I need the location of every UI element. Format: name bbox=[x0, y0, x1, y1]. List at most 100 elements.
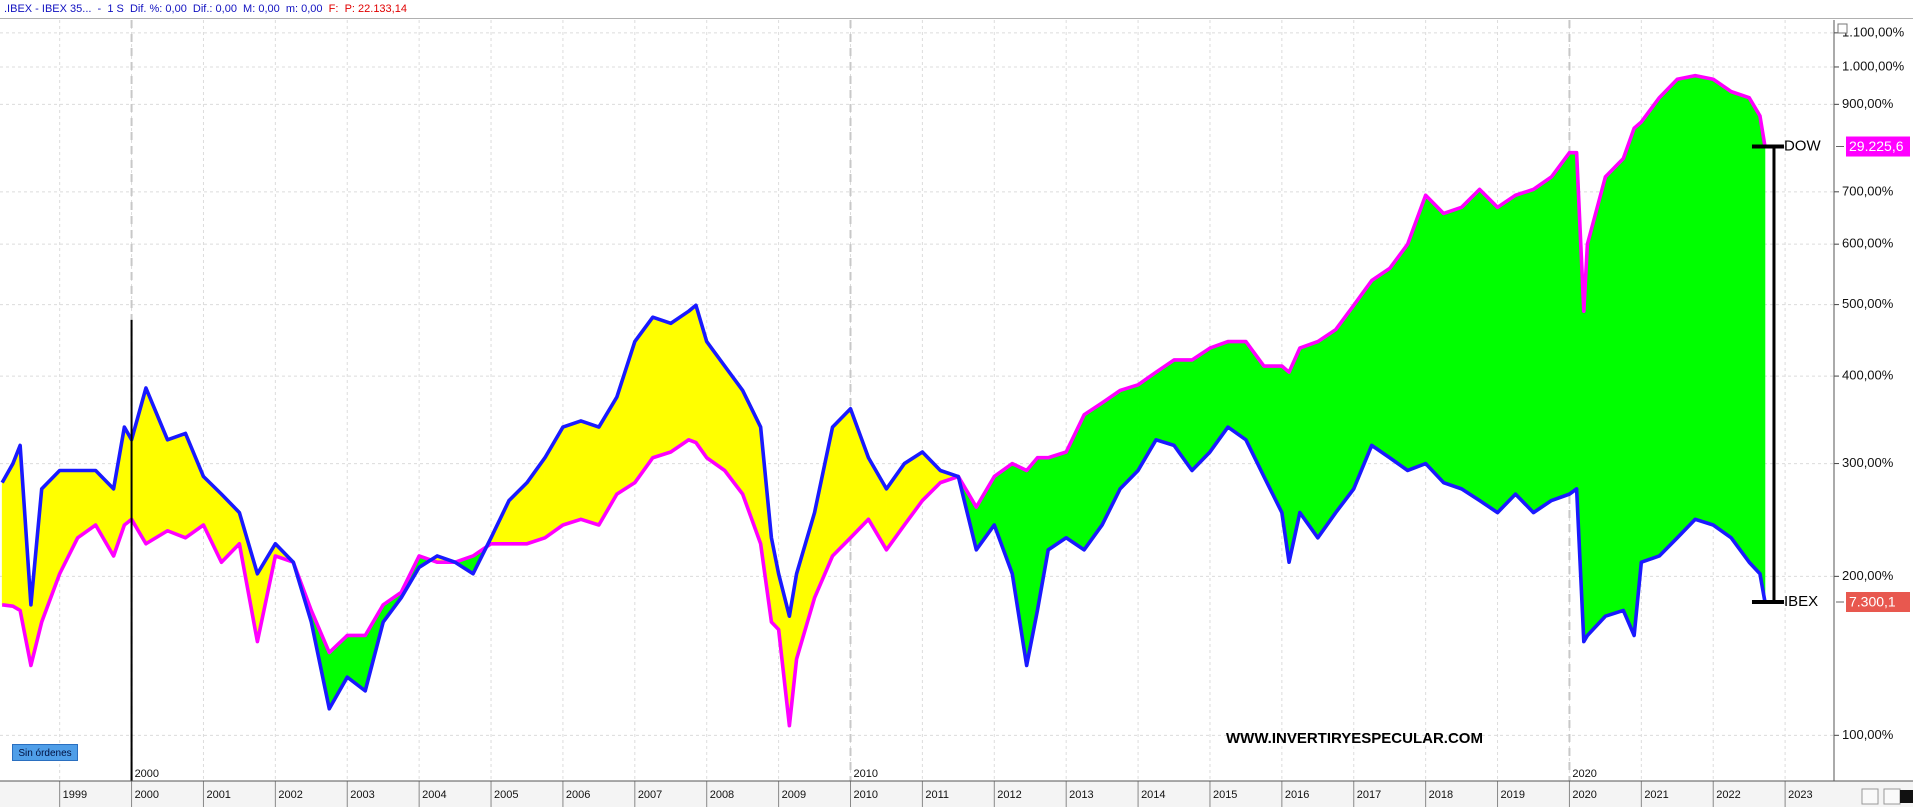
series-name: IBEX bbox=[1784, 593, 1818, 610]
spread-fill bbox=[1605, 157, 1624, 617]
right-axis-area bbox=[1834, 20, 1913, 781]
spread-fill bbox=[1, 462, 14, 607]
x-tick-label: 2016 bbox=[1285, 789, 1309, 801]
spread-fill bbox=[652, 316, 672, 459]
price: P: 22.133,14 bbox=[344, 3, 407, 15]
spread-fill bbox=[1155, 359, 1175, 446]
x-tick-label: 2004 bbox=[422, 789, 446, 801]
x-tick-label: 2021 bbox=[1644, 789, 1668, 801]
price-tag bbox=[1846, 136, 1910, 157]
x-tick-label: 2012 bbox=[997, 789, 1021, 801]
x-tick-label: 2009 bbox=[782, 789, 806, 801]
spread-fill bbox=[832, 408, 851, 557]
spread-fill bbox=[1461, 188, 1480, 502]
spread-fill bbox=[1676, 75, 1696, 539]
x-tick-label: 2008 bbox=[710, 789, 734, 801]
x-tick-label: 2010 bbox=[853, 789, 877, 801]
spread-fill bbox=[1694, 75, 1714, 526]
y-tick-label: 700,00% bbox=[1842, 183, 1894, 198]
spread-fill bbox=[1425, 194, 1444, 484]
x-tick-label: 2003 bbox=[350, 789, 374, 801]
series-line bbox=[0, 303, 1767, 711]
spread-fill bbox=[1633, 121, 1642, 636]
spread-fill bbox=[1587, 176, 1606, 637]
x-tick-label: 2005 bbox=[494, 789, 518, 801]
x-tick-label: 2017 bbox=[1357, 789, 1381, 801]
spread-fill bbox=[634, 316, 654, 484]
x-tick-label: 2015 bbox=[1213, 789, 1237, 801]
spread-fill bbox=[1299, 341, 1319, 539]
spread-fill bbox=[1641, 96, 1660, 563]
x-tick-label: 2001 bbox=[206, 789, 230, 801]
x-tick-label: 2007 bbox=[638, 789, 662, 801]
price-tag-label: 7.300,1 bbox=[1849, 594, 1896, 610]
spread-fill bbox=[1569, 152, 1577, 495]
scale-icon bbox=[1837, 23, 1848, 34]
header-bar: .IBEX - IBEX 35... - 1 S Dif. %: 0,00 Di… bbox=[0, 0, 1913, 19]
f-label: F: bbox=[328, 3, 339, 15]
spread-fill bbox=[167, 432, 186, 539]
toolbar-icon bbox=[1883, 788, 1901, 805]
y-tick-label: 600,00% bbox=[1842, 236, 1894, 251]
x-tick-label: 2000 bbox=[135, 789, 159, 801]
toolbar-icon bbox=[1861, 788, 1879, 805]
stats: Dif. %: 0,00 Dif.: 0,00 M: 0,00 m: 0,00 bbox=[129, 3, 323, 15]
y-tick-label: 300,00% bbox=[1842, 455, 1894, 470]
spread-fill bbox=[1047, 451, 1067, 551]
y-tick-label: 500,00% bbox=[1842, 296, 1894, 311]
series-name: DOW bbox=[1784, 137, 1822, 154]
spread-fill bbox=[1227, 341, 1247, 441]
y-tick-label: 200,00% bbox=[1842, 568, 1894, 583]
spread-fill bbox=[1748, 96, 1761, 575]
toolbar-icon bbox=[1900, 790, 1913, 803]
x-tick-label: 1999 bbox=[63, 789, 87, 801]
spread-fill bbox=[580, 420, 600, 526]
spread-fill bbox=[12, 445, 21, 611]
spread-fill bbox=[1515, 188, 1534, 514]
bottom-axis-area bbox=[0, 781, 1913, 807]
series-line bbox=[1, 73, 1767, 728]
spread-fill bbox=[1317, 328, 1337, 539]
symbol: .IBEX - IBEX 35... - 1 S bbox=[4, 3, 124, 15]
x-tick-label: 2023 bbox=[1788, 789, 1812, 801]
spread-fill bbox=[1712, 78, 1732, 539]
spread-fill bbox=[1497, 194, 1516, 514]
spread-fill bbox=[562, 420, 582, 526]
watermark: WWW.INVERTIRYESPECULAR.COM bbox=[1226, 730, 1483, 747]
spread-fill bbox=[1335, 304, 1355, 514]
orders-button[interactable]: Sin órdenes bbox=[12, 744, 78, 761]
spread-fill bbox=[688, 304, 697, 444]
spread-fill bbox=[1759, 115, 1766, 603]
spread-fill bbox=[124, 425, 132, 526]
price-tag-label: 29.225,6 bbox=[1849, 138, 1904, 154]
spread-fill bbox=[1389, 243, 1408, 472]
spread-fill bbox=[1371, 267, 1390, 459]
major-x-label: 2020 bbox=[1572, 768, 1596, 780]
spread-fill bbox=[1479, 188, 1498, 514]
spread-fill bbox=[670, 310, 690, 453]
x-tick-label: 2022 bbox=[1716, 789, 1740, 801]
spread-fill bbox=[1443, 206, 1462, 490]
x-tick-label: 2002 bbox=[278, 789, 302, 801]
spread-fill bbox=[1730, 91, 1750, 564]
major-x-label: 2000 bbox=[135, 768, 159, 780]
spread-fill bbox=[1551, 151, 1570, 501]
y-tick-label: 400,00% bbox=[1842, 368, 1894, 383]
spread-fill bbox=[1191, 347, 1211, 472]
y-tick-label: 900,00% bbox=[1842, 96, 1894, 111]
spread-fill bbox=[1623, 128, 1635, 636]
y-tick-label: 100,00% bbox=[1842, 727, 1894, 742]
x-tick-label: 2014 bbox=[1141, 789, 1165, 801]
y-tick-label: 1.000,00% bbox=[1842, 58, 1905, 73]
price-tag bbox=[1846, 592, 1910, 613]
x-tick-label: 2020 bbox=[1572, 789, 1596, 801]
major-x-label: 2010 bbox=[853, 768, 877, 780]
x-tick-label: 2006 bbox=[566, 789, 590, 801]
x-tick-label: 2019 bbox=[1501, 789, 1525, 801]
spread-fill bbox=[1533, 176, 1552, 514]
x-tick-label: 2018 bbox=[1429, 789, 1453, 801]
spread-fill bbox=[1658, 78, 1678, 557]
x-tick-label: 2011 bbox=[925, 789, 949, 801]
